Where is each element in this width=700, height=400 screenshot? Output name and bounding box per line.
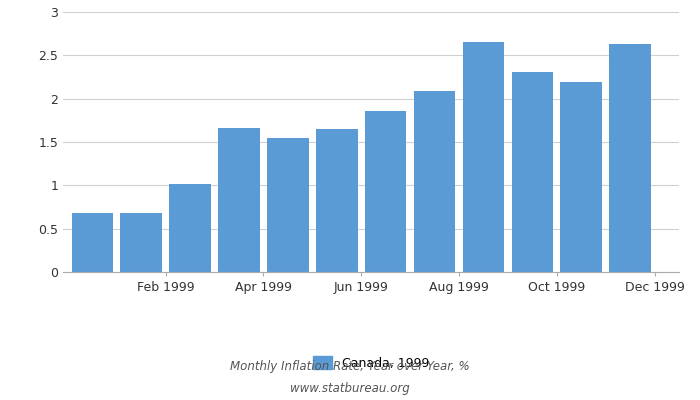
Text: Monthly Inflation Rate, Year over Year, %: Monthly Inflation Rate, Year over Year, … — [230, 360, 470, 373]
Bar — [169, 184, 211, 272]
Bar — [267, 138, 309, 272]
Bar — [609, 44, 651, 272]
Bar — [365, 111, 407, 272]
Text: www.statbureau.org: www.statbureau.org — [290, 382, 410, 395]
Bar — [414, 91, 455, 272]
Legend: Canada, 1999: Canada, 1999 — [308, 351, 434, 375]
Bar — [512, 72, 553, 272]
Bar — [561, 82, 602, 272]
Bar — [120, 213, 162, 272]
Bar — [463, 42, 504, 272]
Bar — [71, 213, 113, 272]
Bar — [316, 129, 358, 272]
Bar — [218, 128, 260, 272]
